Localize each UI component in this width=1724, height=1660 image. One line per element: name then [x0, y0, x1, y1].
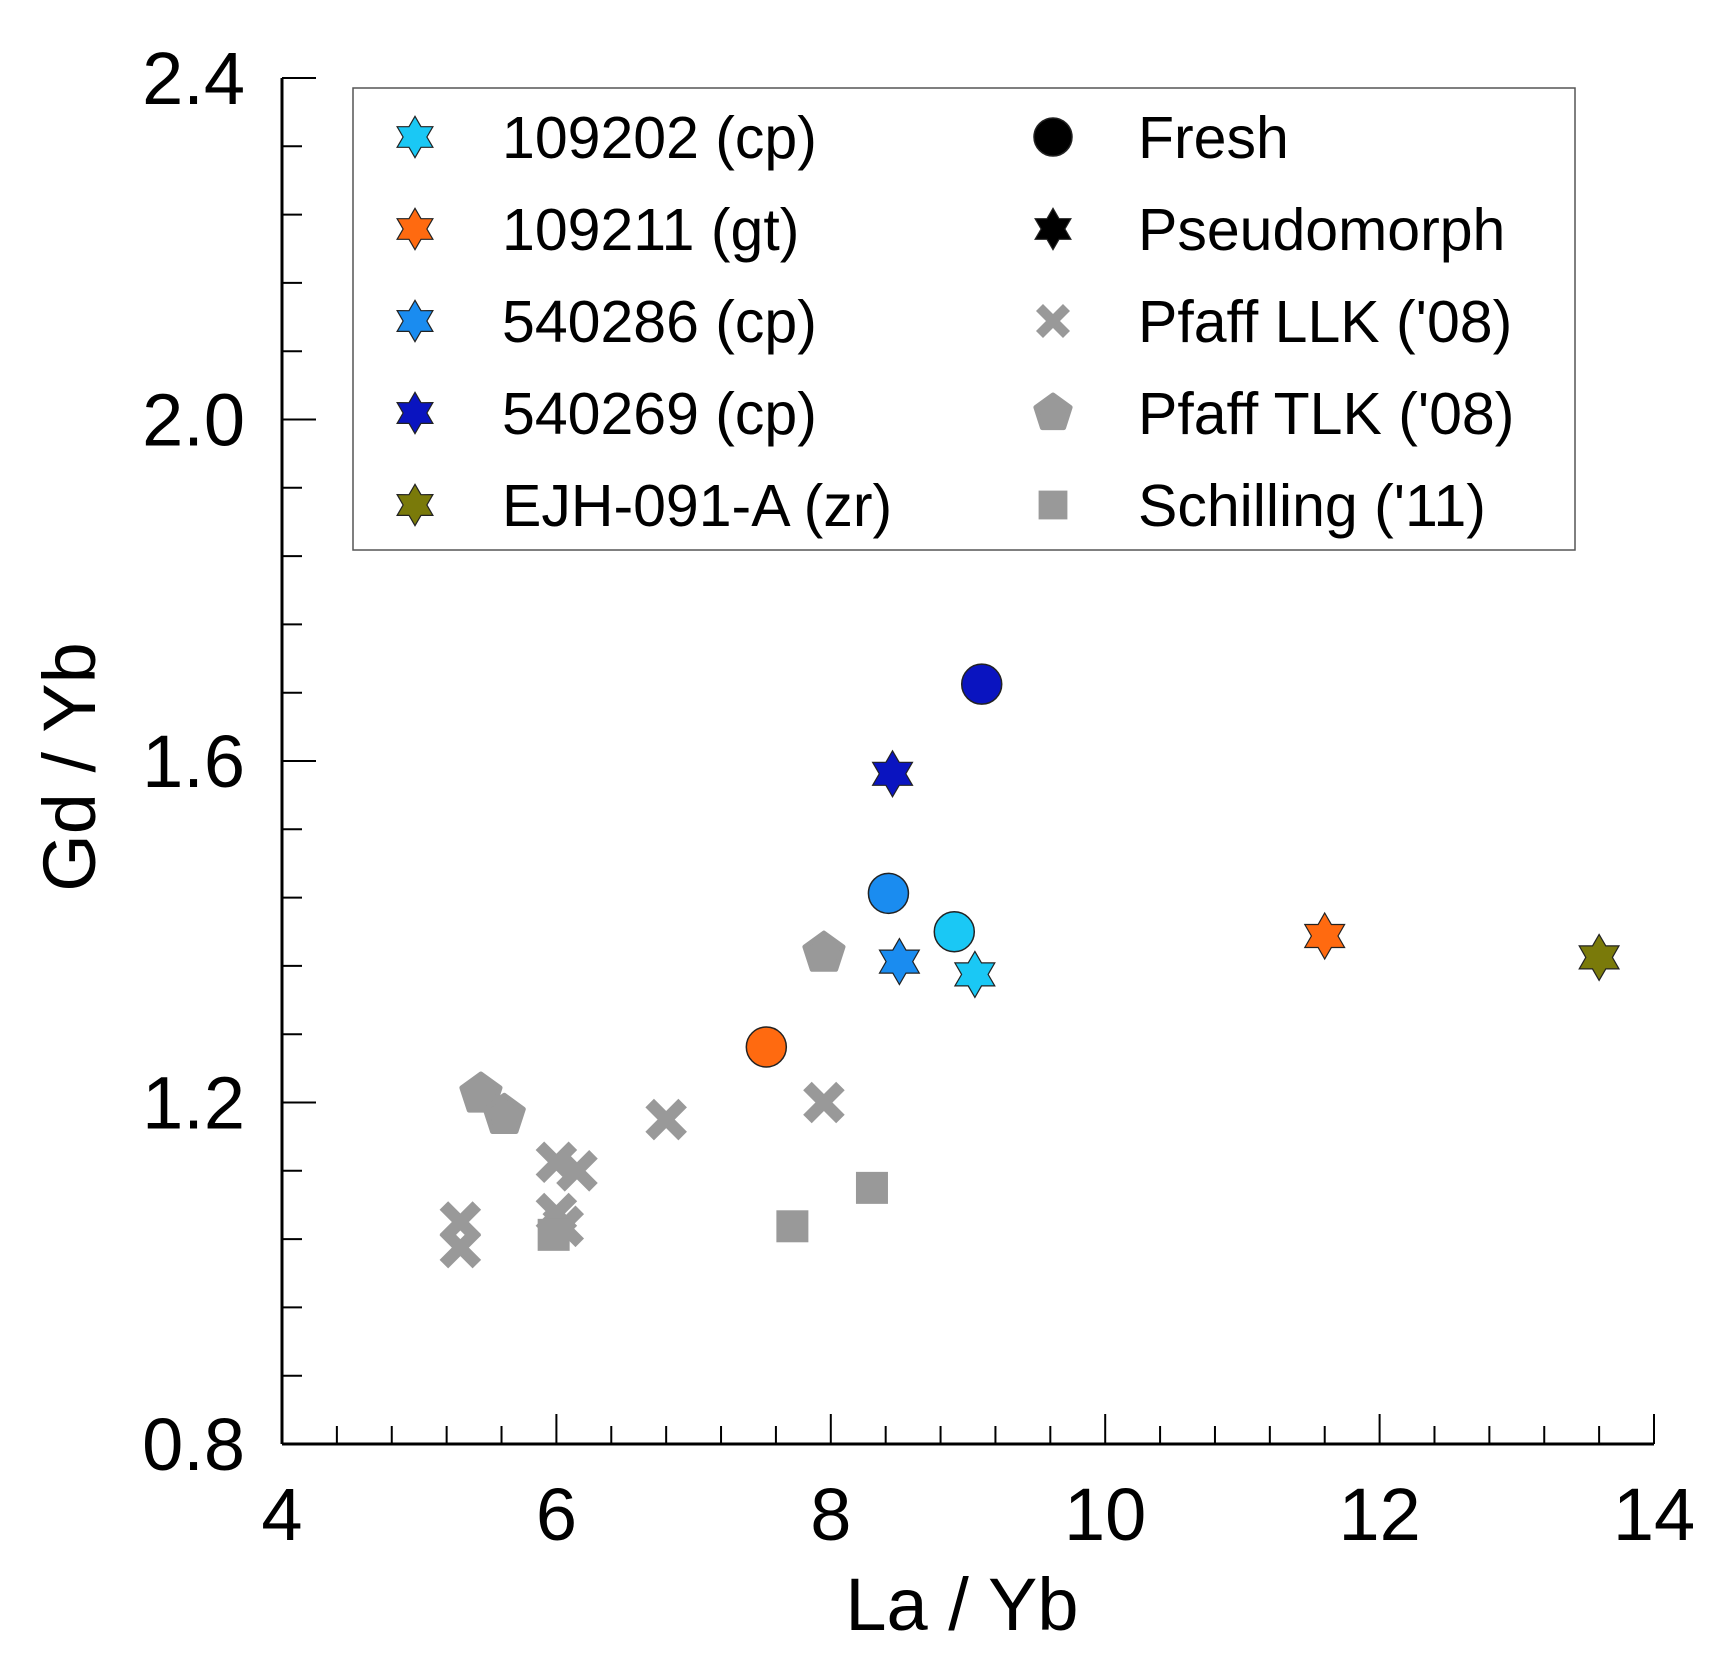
- series-ejh-091-a-zr-pseudomorph: [1578, 933, 1621, 982]
- x-tick-label: 14: [1613, 1473, 1695, 1556]
- y-tick-label: 0.8: [142, 1403, 245, 1486]
- x-tick-label: 10: [1064, 1473, 1146, 1556]
- legend-label: EJH-091-A (zr): [502, 473, 892, 539]
- data-point-x: [803, 1081, 845, 1124]
- series-pfaff-tlk-08: [459, 930, 846, 1134]
- legend-label: Pseudomorph: [1138, 197, 1505, 263]
- legend-label: 109211 (gt): [502, 197, 799, 263]
- data-point-circle: [745, 1026, 788, 1068]
- series-540269-cp-pseudomorph: [871, 749, 914, 798]
- x-tick-label: 8: [810, 1473, 851, 1556]
- data-points: [439, 663, 1621, 1269]
- legend-label: 540286 (cp): [502, 289, 817, 355]
- legend-box: [352, 87, 1576, 551]
- data-point-circle: [933, 911, 976, 953]
- data-point-pentagon: [802, 930, 846, 972]
- series-109202-cp-pseudomorph: [953, 950, 996, 999]
- x-tick-label: 4: [261, 1473, 302, 1556]
- series-109211-gt-pseudomorph: [1303, 911, 1346, 961]
- data-point-circle: [867, 872, 910, 915]
- x-tick-label: 6: [536, 1473, 577, 1556]
- legend-label: Pfaff TLK ('08): [1138, 381, 1514, 447]
- series-109211-gt-fresh: [745, 1026, 788, 1068]
- y-axis-title: Gd / Yb: [28, 642, 111, 892]
- legend-label: Schilling ('11): [1138, 473, 1486, 539]
- legend-marker-star: [396, 391, 434, 435]
- series-schilling-11: [537, 1171, 888, 1251]
- data-point-square: [855, 1171, 888, 1204]
- series-540269-cp-fresh: [960, 663, 1003, 705]
- legend-marker-pentagon: [1033, 392, 1073, 431]
- x-axis-title: La / Yb: [845, 1563, 1078, 1646]
- data-point-circle: [960, 663, 1003, 705]
- legend-label: 540269 (cp): [502, 381, 817, 447]
- y-tick-label: 2.4: [142, 37, 245, 120]
- data-point-x: [439, 1226, 482, 1269]
- data-point-x: [645, 1098, 687, 1141]
- legend-marker-square: [1038, 490, 1068, 520]
- series-109202-cp-fresh: [933, 911, 976, 953]
- data-point-star: [1303, 911, 1346, 961]
- legend-marker-star: [396, 483, 434, 527]
- legend-marker-star: [396, 299, 434, 343]
- data-point-x: [556, 1150, 598, 1192]
- data-point-star: [871, 749, 914, 798]
- y-tick-label: 2.0: [142, 379, 245, 462]
- legend-marker-star: [396, 207, 434, 251]
- legend-marker-circle: [1033, 117, 1073, 157]
- data-point-square: [537, 1218, 570, 1251]
- data-point-star: [1578, 933, 1621, 982]
- axes: 4 6 8 10 12 14 0.8 1.2 1.6 2.0 2.4: [142, 37, 1695, 1556]
- legend-marker-star: [396, 115, 434, 159]
- x-tick-label: 12: [1338, 1473, 1420, 1556]
- data-point-pentagon: [482, 1092, 526, 1134]
- y-axis-title-group: Gd / Yb: [28, 642, 111, 892]
- legend-label: Fresh: [1138, 105, 1289, 171]
- data-point-star: [878, 937, 921, 986]
- legend-label: Pfaff LLK ('08): [1138, 289, 1512, 355]
- legend-marker-x: [1035, 303, 1071, 339]
- series-540286-cp-fresh: [867, 872, 910, 915]
- legend-label: 109202 (cp): [502, 105, 817, 171]
- series-540286-cp-pseudomorph: [878, 937, 921, 986]
- y-tick-label: 1.6: [142, 720, 245, 803]
- y-tick-label: 1.2: [142, 1062, 245, 1145]
- data-point-square: [776, 1210, 809, 1243]
- legend: 109202 (cp) Fresh 109211 (gt) Pseudomorph 54…: [352, 87, 1576, 551]
- data-point-star: [953, 950, 996, 999]
- data-point-pentagon: [459, 1071, 503, 1113]
- legend-marker-star: [1034, 207, 1072, 251]
- x-axis-title-group: La / Yb: [845, 1563, 1078, 1646]
